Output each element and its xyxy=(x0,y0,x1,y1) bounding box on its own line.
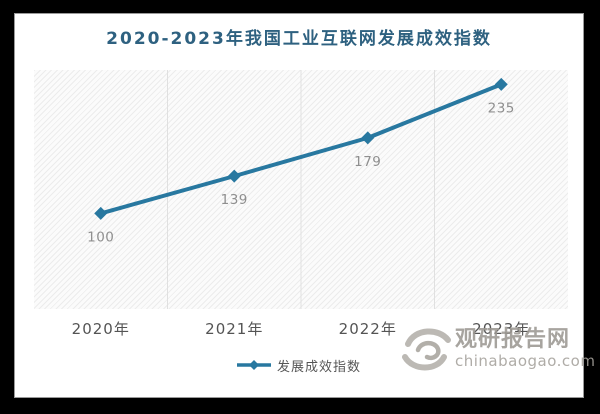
value-label: 139 xyxy=(221,192,248,208)
line-chart: 100 139 179 235 xyxy=(87,70,515,309)
data-point xyxy=(361,131,375,145)
x-axis-label: 2022年 xyxy=(338,320,397,338)
x-axis-label: 2023年 xyxy=(472,320,531,338)
chart-title: 2020-2023年我国工业互联网发展成效指数 xyxy=(106,29,492,49)
value-label: 100 xyxy=(87,229,114,245)
value-label: 235 xyxy=(488,100,515,116)
x-axis-label: 2021年 xyxy=(205,320,264,338)
legend-line-marker xyxy=(236,360,271,370)
plot-area: 100 139 179 235 xyxy=(34,70,568,309)
x-axis-label: 2020年 xyxy=(71,320,130,338)
series-line xyxy=(98,82,504,216)
value-label: 179 xyxy=(354,154,381,170)
legend: 发展成效指数 xyxy=(15,355,583,375)
data-point xyxy=(94,206,108,220)
data-point xyxy=(227,169,241,183)
chart-panel: 2020-2023年我国工业互联网发展成效指数 100 139 179 235 202… xyxy=(14,13,595,398)
data-point xyxy=(494,77,508,91)
legend-label: 发展成效指数 xyxy=(276,359,361,375)
